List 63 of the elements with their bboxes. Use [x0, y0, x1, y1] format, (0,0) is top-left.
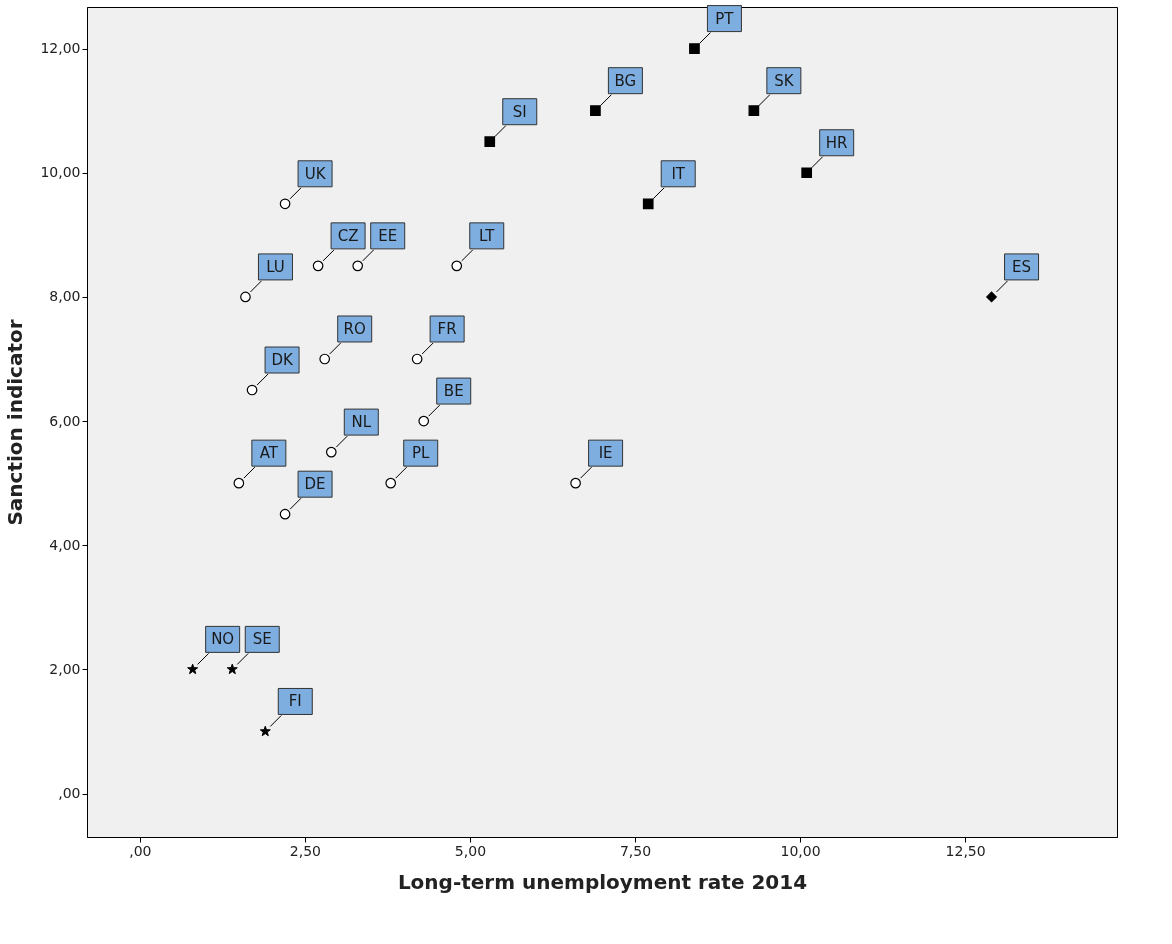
point: [319, 353, 331, 365]
point: [325, 446, 337, 458]
point: [801, 167, 813, 179]
annotation: DE: [304, 475, 326, 494]
point: [279, 508, 291, 520]
x-tick-label: 7,50: [619, 842, 652, 859]
point: [233, 477, 245, 489]
annotation: DK: [271, 351, 294, 370]
point: [642, 198, 654, 210]
annotation: FR: [437, 319, 457, 338]
x-tick-label: 2,50: [289, 842, 321, 859]
annotation: SI: [512, 102, 527, 121]
annotation: LU: [266, 257, 285, 276]
point: [451, 260, 463, 272]
annotation: SK: [774, 71, 795, 90]
annotation: UK: [304, 164, 327, 183]
annotation: RO: [343, 319, 366, 338]
y-tick-label: 10,00: [40, 164, 81, 181]
annotation: ES: [1012, 257, 1032, 276]
point: [748, 105, 760, 117]
annotation: NL: [351, 413, 372, 432]
annotation: BG: [614, 71, 637, 90]
annotation: LT: [479, 226, 496, 245]
point: [226, 663, 238, 675]
point: [240, 291, 251, 303]
point: [590, 105, 601, 117]
annotation: HR: [825, 133, 848, 152]
annotation: NO: [211, 630, 235, 649]
x-tick-label: 5,00: [454, 842, 487, 859]
y-tick-label: 12,00: [40, 40, 81, 57]
y-axis-title: Sanction indicator: [3, 319, 28, 526]
point: [187, 663, 199, 675]
y-tick-label: 6,00: [49, 412, 81, 429]
annotation: EE: [378, 226, 398, 245]
y-tick-label: 4,00: [49, 536, 81, 553]
point: [418, 415, 430, 427]
point: [312, 260, 324, 272]
y-tick-label: ,00: [58, 785, 81, 802]
point: [411, 353, 423, 365]
annotation: PL: [412, 444, 431, 463]
annotation: SE: [252, 630, 272, 649]
annotation: PT: [715, 9, 735, 28]
point: [259, 725, 271, 737]
annotation: CZ: [337, 226, 359, 245]
annotation: BE: [443, 382, 464, 401]
point: [246, 384, 258, 396]
annotation: IT: [671, 164, 686, 183]
x-tick-label: 10,00: [780, 842, 821, 859]
point: [279, 198, 291, 210]
y-tick-label: 2,00: [49, 660, 81, 677]
point: [689, 43, 700, 54]
annotation: IE: [598, 444, 613, 463]
point: [570, 477, 581, 489]
x-tick-label: 12,50: [945, 842, 986, 859]
point: [484, 136, 496, 148]
point: [352, 260, 364, 272]
x-tick-label: ,00: [129, 842, 152, 859]
annotation: AT: [259, 444, 279, 463]
annotation: FI: [288, 692, 302, 711]
y-tick-label: 8,00: [49, 288, 81, 305]
point: [385, 477, 397, 489]
x-axis-title: Long-term unemployment rate 2014: [397, 869, 808, 894]
point: [986, 291, 997, 303]
